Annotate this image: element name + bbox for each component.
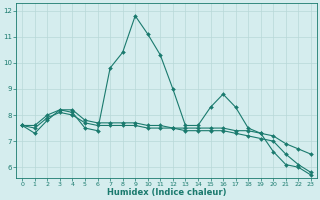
X-axis label: Humidex (Indice chaleur): Humidex (Indice chaleur) [107,188,226,197]
